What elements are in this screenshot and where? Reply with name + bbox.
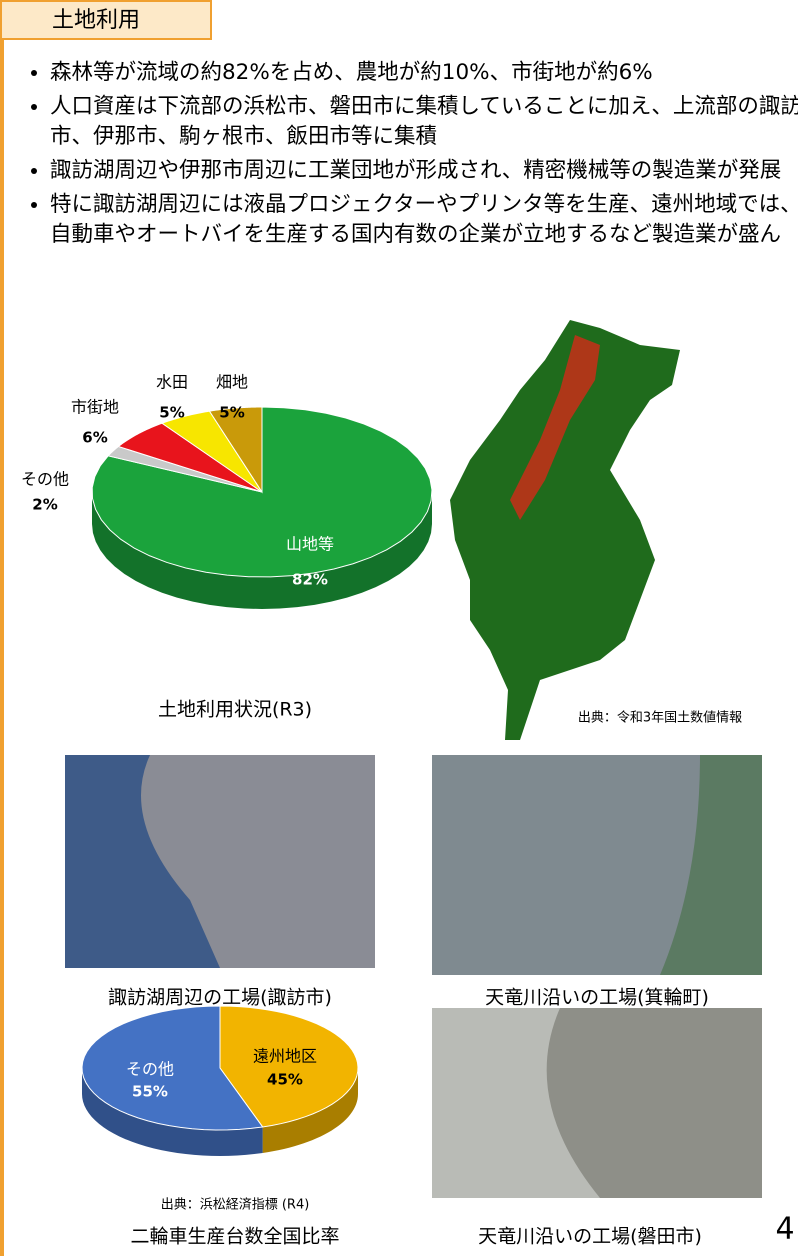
value-label: 82% <box>292 571 328 589</box>
slice-label: その他 <box>21 470 69 489</box>
slice-label: その他 <box>126 1060 174 1079</box>
slice-label: 遠州地区 <box>253 1047 317 1066</box>
value-label: 6% <box>82 429 107 447</box>
source: 出典：令和3年国土数値情報 <box>578 710 742 726</box>
slice-label: 市街地 <box>71 398 119 417</box>
value-label: 5% <box>159 404 184 422</box>
figures: 出典：令和3年国土数値情報 諏訪湖周辺の工場(諏訪市) 天竜川沿いの工場(箕輪町… <box>0 0 798 1256</box>
value-label: 5% <box>219 404 244 422</box>
slice-label: 水田 <box>156 373 188 392</box>
chart-title: 土地利用状況(R3) <box>158 699 312 721</box>
slice-label: 畑地 <box>216 373 248 392</box>
caption: 諏訪湖周辺の工場(諏訪市) <box>108 987 332 1009</box>
value-label: 55% <box>132 1083 168 1101</box>
value-label: 2% <box>32 496 57 514</box>
caption: 天竜川沿いの工場(磐田市) <box>478 1226 702 1248</box>
caption: 天竜川沿いの工場(箕輪町) <box>485 987 709 1009</box>
chart-subtitle: 出典：浜松経済指標 (R4) <box>161 1197 310 1213</box>
page: 土地利用 森林等が流域の約82%を占め、農地が約10%、市街地が約6%人口資産は… <box>0 0 798 1256</box>
page-number: 4 <box>775 1212 794 1247</box>
value-label: 45% <box>267 1071 303 1089</box>
chart-title: 二輪車生産台数全国比率 <box>130 1226 339 1248</box>
slice-label: 山地等 <box>286 535 334 554</box>
